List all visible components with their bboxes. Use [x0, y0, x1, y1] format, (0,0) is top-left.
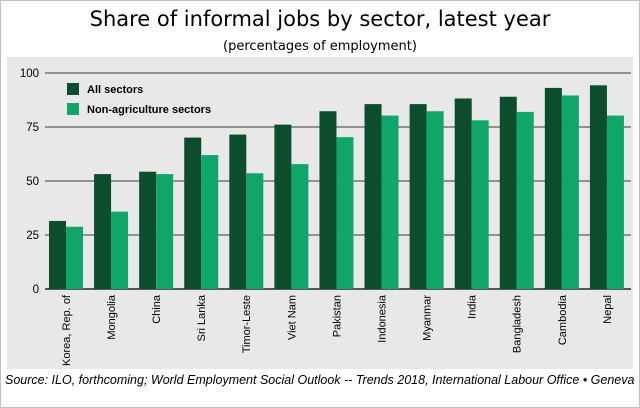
chart-title: Share of informal jobs by sector, latest… — [89, 7, 551, 31]
y-tick-label: 75 — [26, 122, 39, 134]
x-tick-label: Timor-Leste — [241, 295, 253, 353]
x-tick-label: China — [151, 294, 163, 324]
bar-all-sectors — [544, 87, 562, 290]
bar-all-sectors — [184, 137, 202, 289]
bar-non-agriculture — [201, 155, 219, 289]
x-tick-label: Bangladesh — [512, 295, 524, 353]
bar-all-sectors — [274, 124, 292, 290]
x-tick-label: Mongolia — [106, 294, 118, 340]
bar-non-agriculture — [426, 111, 444, 290]
y-tick-label: 50 — [26, 176, 39, 188]
bar-non-agriculture — [291, 164, 309, 289]
bar-non-agriculture — [156, 174, 174, 289]
y-tick-label: 25 — [26, 230, 39, 242]
bar-non-agriculture — [66, 226, 83, 289]
bar-non-agriculture — [471, 120, 489, 289]
x-tick-label: Cambodia — [557, 294, 569, 345]
bar-all-sectors — [364, 104, 382, 289]
x-tick-label: Pakistan — [331, 295, 343, 337]
x-tick-label: Nepal — [602, 295, 614, 324]
bar-non-agriculture — [561, 95, 579, 290]
y-tick-label: 100 — [20, 68, 39, 80]
bar-non-agriculture — [111, 211, 129, 289]
bar-non-agriculture — [246, 173, 264, 289]
x-tick-label: India — [467, 294, 479, 319]
chart-subtitle: (percentages of employment) — [223, 39, 417, 54]
bar-chart: 0 25 50 75 100 Korea, Rep. of Mongolia China Sri… — [7, 57, 633, 369]
x-tick-label: Viet Nam — [286, 295, 298, 340]
bar-all-sectors — [49, 220, 66, 289]
bar-non-agriculture — [336, 137, 354, 289]
bar-all-sectors — [139, 171, 157, 289]
x-tick-label: Korea, Rep. of — [61, 294, 73, 366]
bar-all-sectors — [229, 134, 247, 289]
bar-all-sectors — [499, 96, 517, 289]
bar-non-agriculture — [606, 115, 624, 289]
bar-all-sectors — [589, 85, 607, 289]
legend-label: Non-agriculture sectors — [87, 104, 211, 116]
x-tick-label: Indonesia — [376, 294, 388, 343]
bar-all-sectors — [94, 174, 112, 289]
bar-all-sectors — [319, 111, 337, 290]
x-tick-label: Myanmar — [422, 295, 434, 341]
bar-all-sectors — [454, 98, 472, 289]
legend-label: All sectors — [87, 84, 143, 96]
y-tick-label: 0 — [33, 284, 39, 296]
bar-non-agriculture — [381, 115, 399, 289]
legend-swatch — [67, 103, 79, 115]
x-tick-label: Sri Lanka — [196, 294, 208, 341]
source-note: Source: ILO, forthcoming; World Employme… — [5, 373, 635, 387]
bar-all-sectors — [409, 104, 427, 289]
bar-non-agriculture — [516, 111, 534, 289]
legend-swatch — [67, 83, 79, 95]
